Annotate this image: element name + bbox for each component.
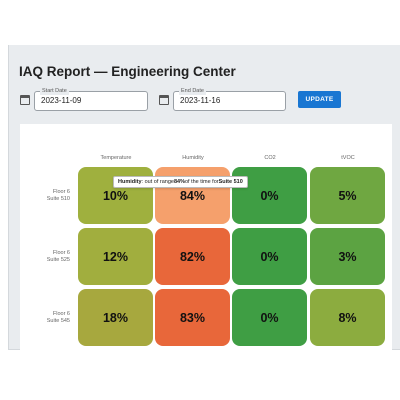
- column-header: Temperature: [100, 155, 132, 161]
- page-title: IAQ Report — Engineering Center: [19, 64, 236, 79]
- row-suite-label: Suite 545: [46, 318, 70, 324]
- heatmap-cell[interactable]: 18%: [78, 289, 153, 346]
- heatmap-cell[interactable]: 0%: [232, 228, 307, 285]
- end-date-label: End Date: [179, 87, 206, 95]
- heatmap-tooltip: Humidity : out of range 84% of the time …: [113, 176, 248, 188]
- tooltip-text-after: of the time for: [184, 179, 219, 185]
- row-suite-label: Suite 510: [46, 196, 70, 202]
- heatmap-cell[interactable]: 82%: [155, 228, 230, 285]
- tooltip-text-before: : out of range: [141, 179, 174, 185]
- heatmap-cell[interactable]: 5%: [310, 167, 385, 224]
- row-header: Floor 6 Suite 545: [30, 311, 70, 326]
- row-suite-label: Suite 525: [46, 257, 70, 263]
- start-date-label: Start Date: [40, 87, 69, 95]
- heatmap-cell[interactable]: 83%: [155, 289, 230, 346]
- end-date-input[interactable]: [180, 96, 280, 105]
- row-header: Floor 6 Suite 510: [30, 189, 70, 204]
- row-header: Floor 6 Suite 525: [30, 250, 70, 265]
- update-button[interactable]: UPDATE: [298, 91, 341, 108]
- heatmap-cell[interactable]: 0%: [232, 289, 307, 346]
- column-header: Humidity: [182, 155, 204, 161]
- end-date-field[interactable]: End Date: [173, 87, 286, 111]
- calendar-icon[interactable]: [20, 95, 30, 105]
- column-header: CO2: [264, 155, 276, 161]
- tooltip-metric: Humidity: [118, 179, 142, 185]
- tooltip-value: 84%: [173, 179, 185, 185]
- column-header: tVOC: [341, 155, 355, 161]
- start-date-field[interactable]: Start Date: [34, 87, 148, 111]
- heatmap-cell[interactable]: 8%: [310, 289, 385, 346]
- row-floor-label: Floor 6: [52, 310, 70, 317]
- calendar-icon[interactable]: [159, 95, 169, 105]
- tooltip-suite: Suite 510: [218, 179, 243, 185]
- heatmap-cell[interactable]: 3%: [310, 228, 385, 285]
- row-floor-label: Floor 6: [52, 249, 70, 256]
- row-floor-label: Floor 6: [52, 188, 70, 195]
- start-date-input[interactable]: [41, 96, 141, 105]
- heatmap-cell[interactable]: 12%: [78, 228, 153, 285]
